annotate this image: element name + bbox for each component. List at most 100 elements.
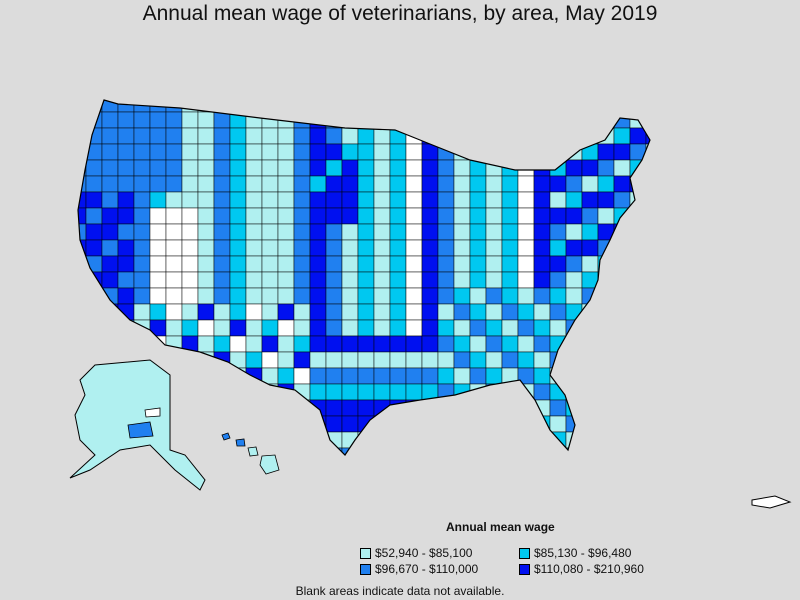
map-area [389,303,407,321]
map-area [277,447,295,455]
map-area [597,335,615,353]
map-area [117,159,135,177]
map-area [373,415,391,433]
map-area [613,159,631,177]
map-area [293,351,311,369]
map-area [581,399,599,417]
map-area [517,415,535,433]
map-area [213,383,231,401]
map-area [533,223,551,241]
map-area [341,255,359,273]
map-area [437,319,455,337]
map-area [581,255,599,273]
map-area [469,335,487,353]
map-area [293,447,311,455]
map-area [229,159,247,177]
map-area [645,351,650,369]
map-area [613,287,631,305]
map-area [149,271,167,289]
legend-swatch-4 [519,563,530,575]
map-area [277,383,295,401]
map-area [469,100,487,113]
map-area [261,239,279,257]
map-area [85,303,103,321]
map-area [501,303,519,321]
map-area [78,143,87,161]
map-area [581,239,599,257]
map-area [565,127,583,145]
map-area [405,111,423,129]
map-area [357,271,375,289]
map-area [613,239,631,257]
map-area [597,415,615,433]
map-area [101,207,119,225]
map-area [309,415,327,433]
map-area [101,143,119,161]
map-area [293,111,311,129]
map-area [85,207,103,225]
map-area [261,303,279,321]
map-area [597,100,615,113]
map-area [389,383,407,401]
map-area [373,447,391,455]
map-area [597,431,615,449]
map-area [469,287,487,305]
map-area [549,100,567,113]
map-area [453,191,471,209]
map-area [101,111,119,129]
map-area [613,431,631,449]
map-area [613,335,631,353]
map-area [565,335,583,353]
map-area [373,271,391,289]
map-area [213,159,231,177]
map-area [357,303,375,321]
map-area [229,255,247,273]
map-area [597,111,615,129]
map-area [261,175,279,193]
map-area [245,143,263,161]
map-area [213,415,231,433]
map-area [181,399,199,417]
map-area [229,447,247,455]
map-area [389,239,407,257]
map-area [469,255,487,273]
map-area [101,255,119,273]
map-area [405,335,423,353]
map-area [405,415,423,433]
map-area [517,303,535,321]
map-area [341,319,359,337]
map-area [197,159,215,177]
map-area [389,351,407,369]
map-area [325,367,343,385]
map-area [277,223,295,241]
map-area [357,111,375,129]
map-area [197,143,215,161]
map-area [517,191,535,209]
map-area [373,383,391,401]
map-area [469,239,487,257]
map-area [197,255,215,273]
map-area [453,223,471,241]
map-area [645,223,650,241]
map-area [517,335,535,353]
map-area [357,287,375,305]
map-area [277,335,295,353]
map-area [101,271,119,289]
map-area [309,191,327,209]
map-area [357,431,375,449]
map-area [357,100,375,113]
map-area [645,319,650,337]
map-area [277,271,295,289]
map-area [469,143,487,161]
map-area [213,207,231,225]
map-area [645,159,650,177]
map-area [581,100,599,113]
map-area [133,143,151,161]
map-area [133,303,151,321]
map-area [389,159,407,177]
map-area [181,431,199,449]
map-area [485,100,503,113]
map-area [357,351,375,369]
map-area [517,367,535,385]
map-area [581,127,599,145]
